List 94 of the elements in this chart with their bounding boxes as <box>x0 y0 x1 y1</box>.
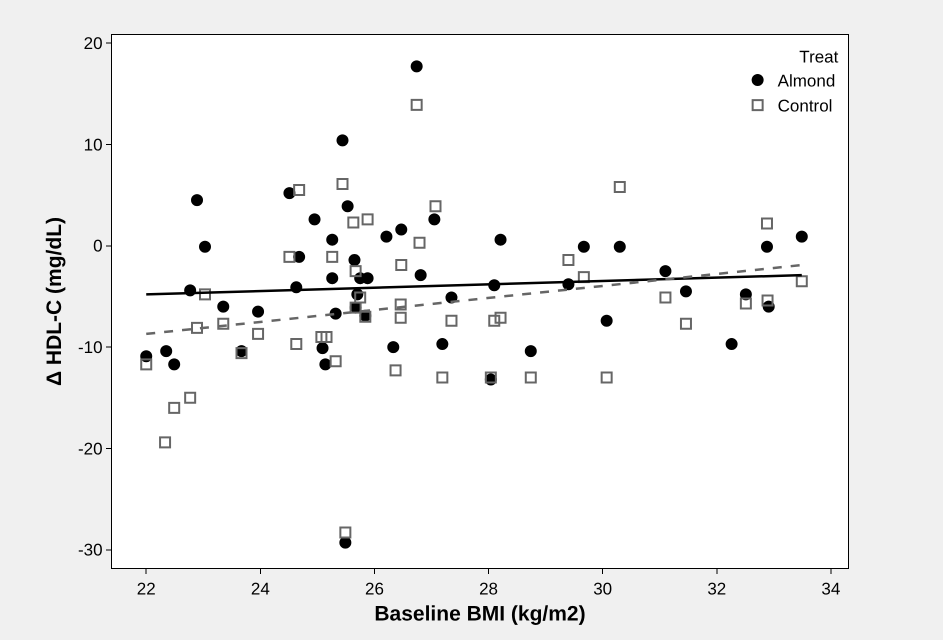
point <box>342 200 354 212</box>
point <box>796 230 808 243</box>
x-tick-label: 30 <box>593 579 612 598</box>
point <box>191 322 204 334</box>
point <box>326 234 338 246</box>
y-tick-label: 10 <box>84 135 103 154</box>
point <box>524 372 537 384</box>
point <box>217 300 230 313</box>
point <box>484 372 497 384</box>
x-tick-label: 32 <box>707 579 726 598</box>
point <box>578 240 590 253</box>
legend-label: Control <box>778 96 832 116</box>
x-tick-label: 26 <box>364 579 384 598</box>
point <box>410 60 423 72</box>
x-axis-title: Baseline BMI (kg/m2) <box>374 602 586 626</box>
point <box>354 291 366 304</box>
point <box>336 134 348 146</box>
point <box>578 271 590 284</box>
point <box>659 291 672 304</box>
point <box>614 240 626 253</box>
point <box>347 216 360 228</box>
point <box>394 312 407 324</box>
point <box>252 328 264 340</box>
point <box>350 265 362 278</box>
point <box>614 181 626 193</box>
point <box>326 272 338 284</box>
point <box>326 250 338 263</box>
point <box>290 338 302 350</box>
point <box>283 250 296 263</box>
x-tick-label: 24 <box>250 579 270 598</box>
point <box>680 285 692 298</box>
point <box>362 213 374 226</box>
point <box>168 402 180 414</box>
point <box>762 294 774 306</box>
point <box>199 288 211 300</box>
point <box>562 254 574 266</box>
point <box>760 240 773 253</box>
point <box>430 200 442 212</box>
legend-title: Treat <box>799 47 839 66</box>
point <box>283 187 296 200</box>
point <box>524 345 537 358</box>
point <box>740 298 752 310</box>
point <box>394 298 407 311</box>
point <box>316 342 329 354</box>
point <box>308 213 321 226</box>
point <box>445 314 458 327</box>
point <box>199 240 211 253</box>
point <box>191 194 204 206</box>
point <box>659 265 672 278</box>
point <box>726 338 738 350</box>
point <box>395 259 408 272</box>
point <box>428 213 440 226</box>
legend-label: Almond <box>778 72 836 91</box>
point <box>380 230 392 243</box>
point <box>252 306 264 318</box>
point <box>320 330 333 343</box>
x-tick-label: 28 <box>479 579 498 598</box>
point <box>395 224 408 236</box>
point <box>140 358 152 370</box>
point <box>330 355 342 368</box>
point <box>168 358 180 370</box>
point <box>494 312 507 324</box>
x-tick-label: 34 <box>821 579 840 598</box>
y-tick-label: 0 <box>93 236 103 256</box>
point <box>414 269 427 282</box>
point <box>159 436 172 448</box>
point <box>160 345 172 358</box>
point <box>336 178 348 190</box>
y-tick-label: -20 <box>78 439 103 458</box>
point <box>600 372 613 384</box>
point <box>387 341 400 354</box>
point <box>436 338 448 350</box>
y-tick-label: -30 <box>78 540 103 560</box>
point <box>680 318 692 330</box>
x-tick-label: 22 <box>136 579 156 598</box>
point <box>494 234 507 246</box>
point <box>348 254 360 266</box>
point <box>217 318 230 330</box>
point <box>436 372 448 384</box>
point <box>410 98 423 111</box>
point <box>339 526 352 539</box>
y-tick-label: -10 <box>78 338 103 358</box>
point <box>600 314 613 327</box>
point <box>184 392 196 404</box>
point <box>293 184 306 196</box>
point <box>315 330 328 343</box>
point <box>390 364 402 376</box>
point <box>414 236 426 249</box>
point <box>488 314 500 327</box>
y-tick-label: 20 <box>84 34 103 54</box>
point <box>760 217 773 230</box>
point <box>319 358 332 370</box>
y-axis-title: Δ HDL-C (mg/dL) <box>43 216 66 386</box>
point <box>796 275 808 288</box>
